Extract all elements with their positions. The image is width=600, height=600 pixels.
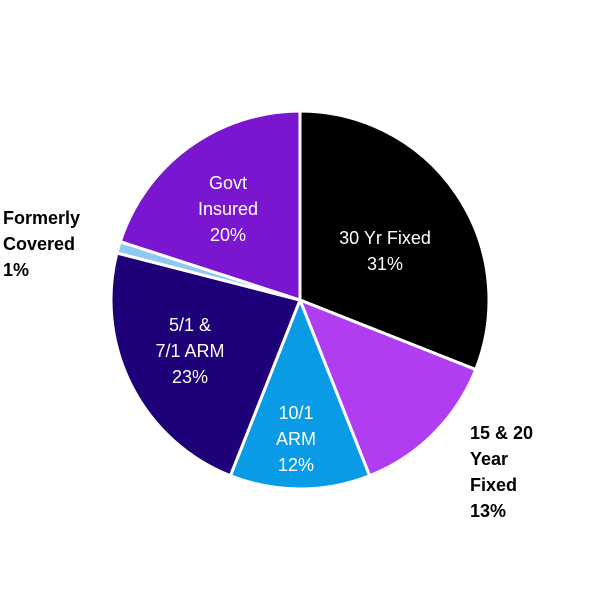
slice-label-line: Insured <box>198 199 258 219</box>
pie-slice-2 <box>228 295 372 491</box>
slice-label-line: 12% <box>278 455 314 475</box>
slice-label-line: ARM <box>276 429 316 449</box>
slice-label-line: 30 Yr Fixed <box>339 228 431 248</box>
pie-slice-0 <box>298 109 491 372</box>
slice-label-0: 30 Yr Fixed 31% <box>339 228 431 274</box>
pie-slice-1 <box>297 297 478 478</box>
slice-label-line: Govt <box>209 173 247 193</box>
slice-label-line: 31% <box>367 254 403 274</box>
slice-label-4: Formerly Covered 1% <box>3 208 80 280</box>
slice-label-line: 23% <box>172 367 208 387</box>
slice-label-line: Fixed <box>470 475 517 495</box>
slice-label-line: Year <box>470 449 508 469</box>
slice-label-1: 15 & 20 Year Fixed 13% <box>470 423 533 521</box>
pie-slices <box>109 109 491 491</box>
slice-label-3: 5/1 & 7/1 ARM 23% <box>155 315 224 387</box>
slice-label-line: 13% <box>470 501 506 521</box>
slice-label-line: 7/1 ARM <box>155 341 224 361</box>
slice-label-line: Formerly <box>3 208 80 228</box>
slice-label-line: 15 & 20 <box>470 423 533 443</box>
pie-slice-5 <box>118 109 302 303</box>
slice-label-line: 1% <box>3 260 29 280</box>
pie-labels: 30 Yr Fixed 31% 15 & 20 Year Fixed 13% 10/1 ARM… <box>3 173 533 521</box>
slice-label-5: Govt Insured 20% <box>198 173 258 245</box>
slice-label-line: Covered <box>3 234 75 254</box>
pie-slice-3 <box>109 251 303 478</box>
slice-label-line: 10/1 <box>278 403 313 423</box>
slice-label-line: 20% <box>210 225 246 245</box>
slice-label-line: 5/1 & <box>169 315 211 335</box>
slice-label-2: 10/1 ARM 12% <box>276 403 316 475</box>
